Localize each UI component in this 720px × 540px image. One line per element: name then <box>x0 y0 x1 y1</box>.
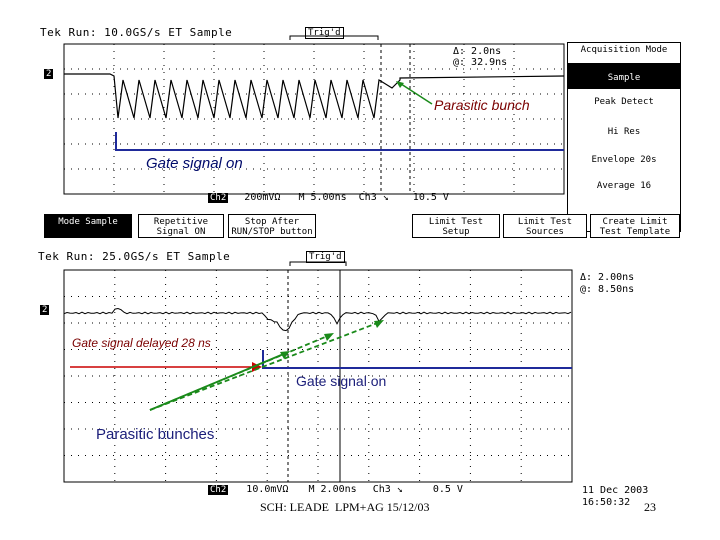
top-scope-title: Tek Run: 10.0GS/s ET Sample <box>40 26 233 39</box>
bottom-parasitic-arrowhead-2 <box>324 333 334 341</box>
bottom-cursor-readout: Δ: 2.00ns @: 8.50ns <box>580 272 634 296</box>
top-gate-line <box>115 132 564 151</box>
top-status-trigger: Ch3 ↘ <box>358 192 389 203</box>
slide-footer: SCH: LEADE LPM+AG 15/12/03 <box>260 500 430 514</box>
bottom-menu-repetitive-signal[interactable]: Repetitive Signal ON <box>138 214 224 238</box>
top-waveform-trace <box>64 73 565 119</box>
bottom-menu-limit-test-setup[interactable]: Limit Test Setup <box>412 214 500 238</box>
bottom-delayed-label: Gate signal delayed 28 ns <box>72 336 211 350</box>
bottom-status-trigger: Ch3 ↘ <box>372 484 403 495</box>
bottom-menu-mode[interactable]: Mode Sample <box>44 214 132 238</box>
bottom-gate-label: Gate signal on <box>296 373 387 389</box>
bottom-menu-create-template[interactable]: Create Limit Test Template <box>590 214 680 238</box>
bottom-scope-title: Tek Run: 25.0GS/s ET Sample <box>38 250 231 263</box>
top-parasitic-label: Parasitic bunch <box>434 97 530 113</box>
top-parasitic-arrow <box>397 81 433 105</box>
top-side-menu: Acquisition Mode Sample Peak Detect Hi R… <box>567 42 681 232</box>
side-menu-hi-res[interactable]: Hi Res <box>607 127 641 137</box>
bottom-menu-limit-test-sources[interactable]: Limit Test Sources <box>503 214 587 238</box>
top-parasitic-arrowhead <box>396 81 404 88</box>
side-menu-envelope[interactable]: Envelope 20s <box>591 155 657 165</box>
bottom-waveform-trace <box>63 307 572 332</box>
bottom-parasitic-arrowhead-1 <box>280 351 290 359</box>
top-cursor-delta: Δ: 2.0ns <box>453 46 502 57</box>
bottom-status-scale: 10.0mVΩ <box>246 484 289 495</box>
bottom-parasitic-label: Parasitic bunches <box>96 426 215 443</box>
bottom-parasitic-arrowhead-3 <box>374 320 384 328</box>
top-status-bar: Ch2 200mVΩ M 5.00ns Ch3 ↘ 10.5 V <box>208 192 564 203</box>
bottom-status-level: 0.5 V <box>432 484 463 495</box>
bottom-menu-stop-after[interactable]: Stop After RUN/STOP button <box>228 214 316 238</box>
top-cursor-readout: Δ: 2.0ns @: 32.9ns <box>453 46 507 68</box>
bottom-status-channel: Ch2 <box>208 485 229 495</box>
top-trigger-bracket <box>289 35 379 40</box>
slide-page-number: 23 <box>644 500 656 514</box>
top-status-channel: Ch2 <box>208 193 229 203</box>
top-channel-marker: 2 <box>44 69 54 79</box>
bottom-date: 11 Dec 2003 <box>582 485 649 496</box>
side-menu-peak-detect[interactable]: Peak Detect <box>594 97 654 107</box>
side-menu-sample[interactable]: Sample <box>568 63 680 89</box>
bottom-trigger-bracket <box>289 261 347 266</box>
bottom-parasitic-arrow-3 <box>149 321 381 411</box>
bottom-cursor-delta: Δ: 2.00ns <box>580 272 635 283</box>
bottom-datetime: 11 Dec 2003 16:50:32 <box>582 485 648 509</box>
top-cursor-at: @: 32.9ns <box>453 57 508 68</box>
bottom-cursor-at: @: 8.50ns <box>580 284 635 295</box>
top-status-level: 10.5 V <box>412 192 449 203</box>
bottom-time: 16:50:32 <box>582 497 631 508</box>
top-status-scale: 200mVΩ <box>244 192 281 203</box>
side-menu-average[interactable]: Average 16 <box>596 181 652 191</box>
bottom-channel-marker: 2 <box>40 305 50 315</box>
bottom-status-bar: Ch2 10.0mVΩ M 2.00ns Ch3 ↘ 0.5 V <box>208 484 578 495</box>
bottom-parasitic-arrow-2 <box>149 334 331 411</box>
top-gate-label: Gate signal on <box>146 155 243 172</box>
bottom-status-timebase: M 2.00ns <box>308 484 357 495</box>
side-menu-acquisition-mode[interactable]: Acquisition Mode <box>580 45 668 55</box>
top-status-timebase: M 5.00ns <box>298 192 347 203</box>
bottom-gate-line <box>262 350 572 369</box>
